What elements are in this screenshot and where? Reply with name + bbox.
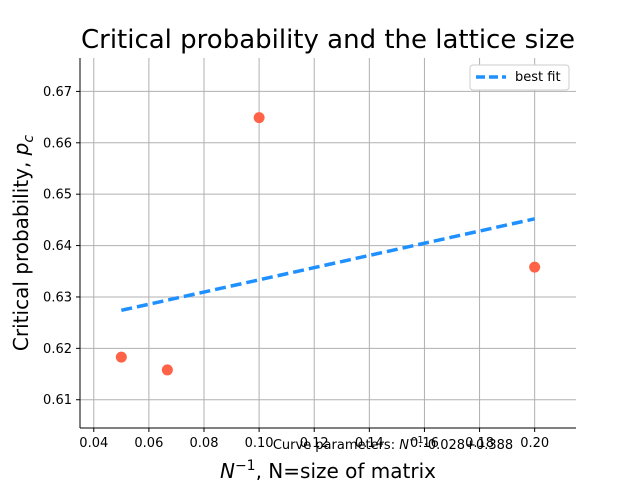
x-tick-label: 0.14 [355, 436, 384, 451]
legend-label-best-fit: best fit [515, 70, 561, 85]
x-tick-label: 0.04 [79, 436, 108, 451]
chart-title: Critical probability and the lattice siz… [81, 25, 575, 55]
y-tick-label: 0.67 [43, 85, 72, 100]
y-tick-label: 0.61 [43, 393, 72, 408]
y-axis-label: Critical probability, pc [9, 135, 37, 351]
x-axis-ticks: 0.04 0.06 0.08 0.10 0.12 0.14 0.16 0.18 0.20 [79, 428, 549, 451]
y-tick-label: 0.66 [43, 136, 72, 151]
data-point [115, 351, 127, 363]
curve-parameters-annotation: Curve parameters: N−1·0.028+0.388 [273, 435, 513, 453]
data-point [161, 364, 173, 376]
x-tick-label: 0.06 [134, 436, 163, 451]
grid [80, 58, 576, 428]
x-tick-label: 0.08 [190, 436, 219, 451]
x-tick-label: 0.10 [245, 436, 274, 451]
series-line-best-fit [120, 217, 536, 313]
legend: best fit [469, 64, 570, 91]
x-axis-label: N−1, N=size of matrix [220, 458, 436, 480]
y-tick-label: 0.63 [43, 290, 72, 305]
data-point [253, 112, 265, 124]
x-tick-label: 0.20 [520, 436, 549, 451]
data-points [115, 112, 541, 376]
y-tick-label: 0.65 [43, 188, 72, 203]
y-tick-label: 0.62 [43, 342, 72, 357]
fit-series [120, 217, 536, 313]
y-axis-ticks: 0.61 0.62 0.63 0.64 0.65 0.66 0.67 [43, 85, 80, 408]
legend-box [469, 64, 570, 91]
y-tick-label: 0.64 [43, 239, 72, 254]
x-tick-label: 0.16 [410, 436, 439, 451]
x-tick-label: 0.12 [300, 436, 329, 451]
data-point [529, 261, 541, 273]
x-tick-label: 0.18 [465, 436, 494, 451]
axes [79, 58, 576, 429]
